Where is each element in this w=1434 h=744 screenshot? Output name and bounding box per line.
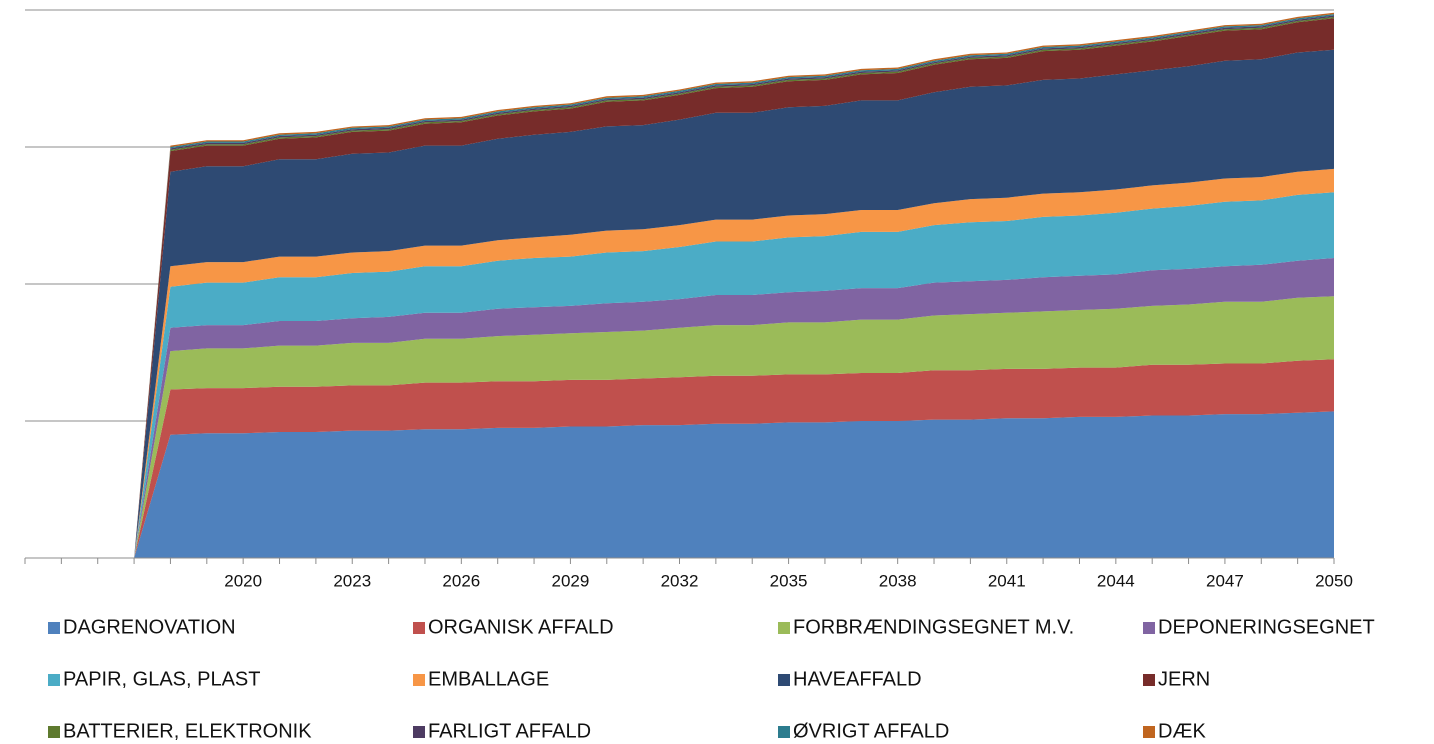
legend-swatch	[778, 674, 790, 686]
legend-label: FORBRÆNDINGSEGNET M.V.	[793, 616, 1074, 638]
x-tick-label: 2023	[333, 571, 371, 590]
legend-swatch	[1143, 726, 1155, 738]
area	[134, 296, 1335, 558]
legend-label: DÆK	[1158, 720, 1206, 742]
area	[134, 411, 1335, 558]
legend-label: EMBALLAGE	[428, 668, 549, 690]
x-tick-label: 2044	[1097, 571, 1135, 590]
area	[134, 258, 1335, 558]
legend-swatch	[778, 622, 790, 634]
area	[134, 359, 1335, 558]
legend-swatch	[48, 726, 60, 738]
x-tick-label: 2026	[442, 571, 480, 590]
x-tick-label: 2038	[879, 571, 917, 590]
x-tick-label: 2032	[661, 571, 699, 590]
area	[134, 192, 1335, 558]
x-tick-label: 2047	[1206, 571, 1244, 590]
area	[134, 49, 1335, 558]
x-tick-label: 2050	[1315, 571, 1353, 590]
legend-label: JERN	[1158, 668, 1210, 690]
legend-swatch	[778, 726, 790, 738]
legend-swatch	[413, 726, 425, 738]
legend-label: FARLIGT AFFALD	[428, 720, 591, 742]
legend-label: ØVRIGT AFFALD	[793, 720, 949, 742]
area	[134, 168, 1335, 558]
legend-label: DEPONERINGSEGNET	[1158, 616, 1375, 638]
legend-label: BATTERIER, ELEKTRONIK	[63, 720, 312, 742]
legend-swatch	[1143, 674, 1155, 686]
legend-swatch	[413, 622, 425, 634]
x-tick-label: 2029	[552, 571, 590, 590]
legend-swatch	[48, 622, 60, 634]
legend-swatch	[413, 674, 425, 686]
x-tick-label: 2041	[988, 571, 1026, 590]
legend-swatch	[48, 674, 60, 686]
x-tick-label: 2020	[224, 571, 262, 590]
legend-label: ORGANISK AFFALD	[428, 616, 614, 638]
legend-label: PAPIR, GLAS, PLAST	[63, 668, 260, 690]
legend-label: HAVEAFFALD	[793, 668, 922, 690]
legend-label: DAGRENOVATION	[63, 616, 236, 638]
x-tick-label: 2035	[770, 571, 808, 590]
legend-swatch	[1143, 622, 1155, 634]
